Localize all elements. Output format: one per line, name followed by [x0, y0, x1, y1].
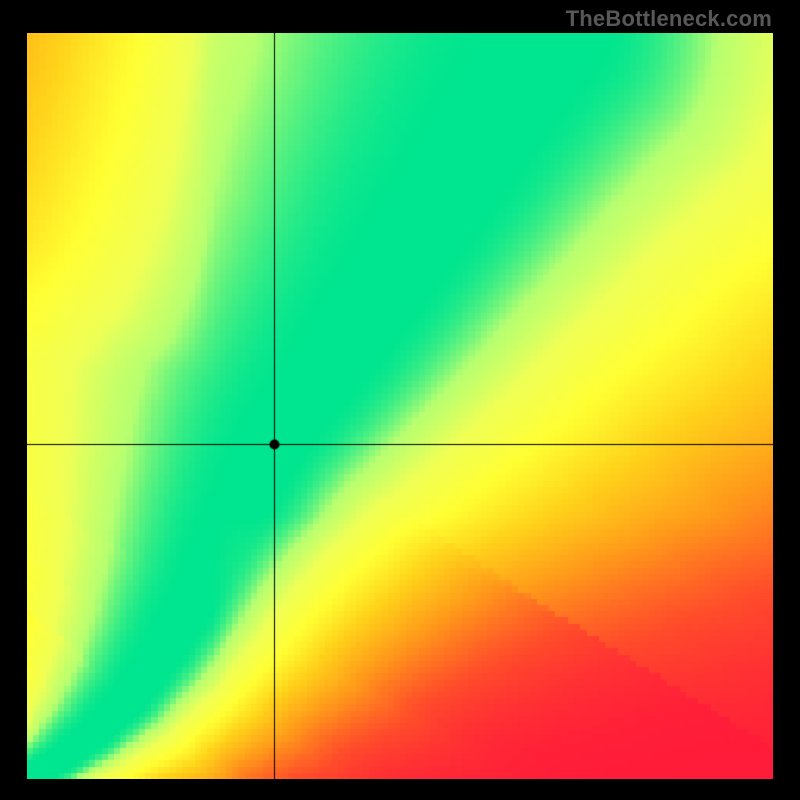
bottleneck-heatmap-canvas: [27, 33, 773, 779]
watermark-text: TheBottleneck.com: [566, 6, 772, 32]
